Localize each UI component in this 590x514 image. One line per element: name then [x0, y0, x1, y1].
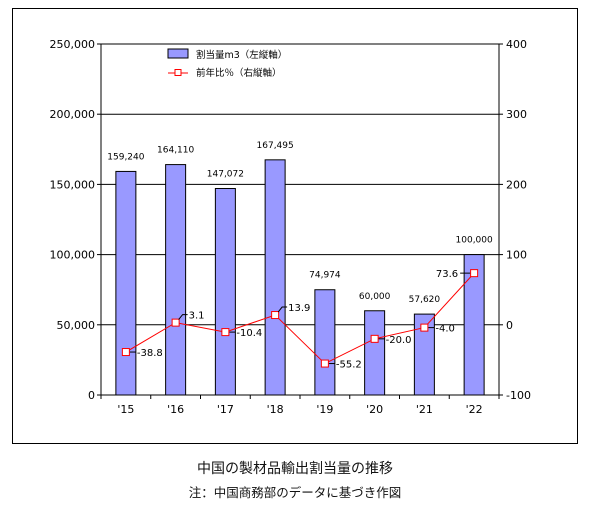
caption-note: 注：中国商務部のデータに基づき作図	[188, 485, 402, 500]
bar-data-label: 164,110	[157, 146, 194, 156]
bar-data-label: 159,240	[107, 152, 144, 162]
right-axis-tick-label: 300	[506, 108, 527, 121]
legend-swatch-bar	[167, 48, 189, 59]
line-marker	[470, 269, 479, 278]
line-marker	[271, 311, 280, 320]
line-data-label: -4.0	[435, 324, 455, 335]
x-axis-tick-label: '17	[217, 403, 234, 416]
bar	[264, 159, 286, 396]
legend-label-bar: 割当量m3（左縦軸）	[196, 49, 287, 61]
bar-data-label: 57,620	[409, 295, 441, 305]
line-data-label: -20.0	[386, 335, 412, 346]
right-axis-tick-label: 100	[506, 249, 527, 262]
legend-swatch-marker	[174, 69, 182, 76]
line-data-label: -38.8	[137, 348, 163, 359]
x-axis-tick-label: '21	[416, 403, 433, 416]
left-axis-tick-label: 150,000	[50, 178, 96, 191]
chart-frame: 0 50,000 100,000 150,000 200,000 250,000 -100 0…	[12, 8, 578, 444]
caption-title: 中国の製材品輸出割当量の推移	[197, 461, 393, 477]
x-axis-tick-label: '22	[466, 403, 483, 416]
x-axis-tick-label: '18	[267, 403, 284, 416]
bar-data-label: 147,072	[207, 170, 244, 180]
line-marker	[221, 328, 230, 337]
bar	[214, 188, 236, 396]
left-axis-tick-label: 0	[88, 389, 95, 402]
line-data-label: 3.1	[189, 311, 205, 322]
left-axis-tick-label: 250,000	[50, 38, 96, 51]
bar-data-label: 74,974	[309, 271, 341, 281]
right-axis-tick-label: 400	[506, 38, 527, 51]
legend-label-line: 前年比％（右縦軸）	[196, 67, 282, 79]
right-axis-tick-label: -100	[506, 389, 531, 402]
x-axis-tick-label: '16	[167, 403, 184, 416]
bar	[115, 170, 137, 396]
chart-svg: 0 50,000 100,000 150,000 200,000 250,000 -100 0…	[50, 38, 531, 416]
line-marker	[121, 348, 130, 357]
right-axis-tick-label: 200	[506, 178, 527, 191]
bar	[165, 164, 187, 396]
bar-data-label: 100,000	[456, 236, 493, 246]
line-label-leader	[277, 306, 288, 313]
line-marker	[171, 318, 180, 327]
line-data-label: 73.6	[436, 269, 458, 280]
left-axis-tick-label: 200,000	[50, 108, 96, 121]
bar	[314, 289, 336, 396]
line-data-label: -10.4	[236, 328, 262, 339]
x-axis-tick-label: '20	[366, 403, 383, 416]
line-series-path	[125, 272, 475, 365]
right-axis-tick-label: 0	[506, 319, 513, 332]
line-marker	[420, 323, 429, 332]
bar	[364, 310, 386, 396]
line-label-leader	[178, 314, 188, 320]
plot-area	[101, 44, 499, 395]
left-axis-tick-label: 100,000	[50, 249, 96, 262]
bar-data-label: 60,000	[359, 292, 391, 302]
left-axis-tick-label: 50,000	[57, 319, 96, 332]
x-axis-tick-label: '15	[117, 403, 134, 416]
x-axis-tick-label: '19	[316, 403, 333, 416]
line-marker	[370, 334, 379, 343]
bar-data-label: 167,495	[257, 141, 294, 151]
line-marker	[320, 359, 329, 368]
line-data-label: 13.9	[288, 303, 310, 314]
line-data-label: -55.2	[336, 360, 362, 371]
